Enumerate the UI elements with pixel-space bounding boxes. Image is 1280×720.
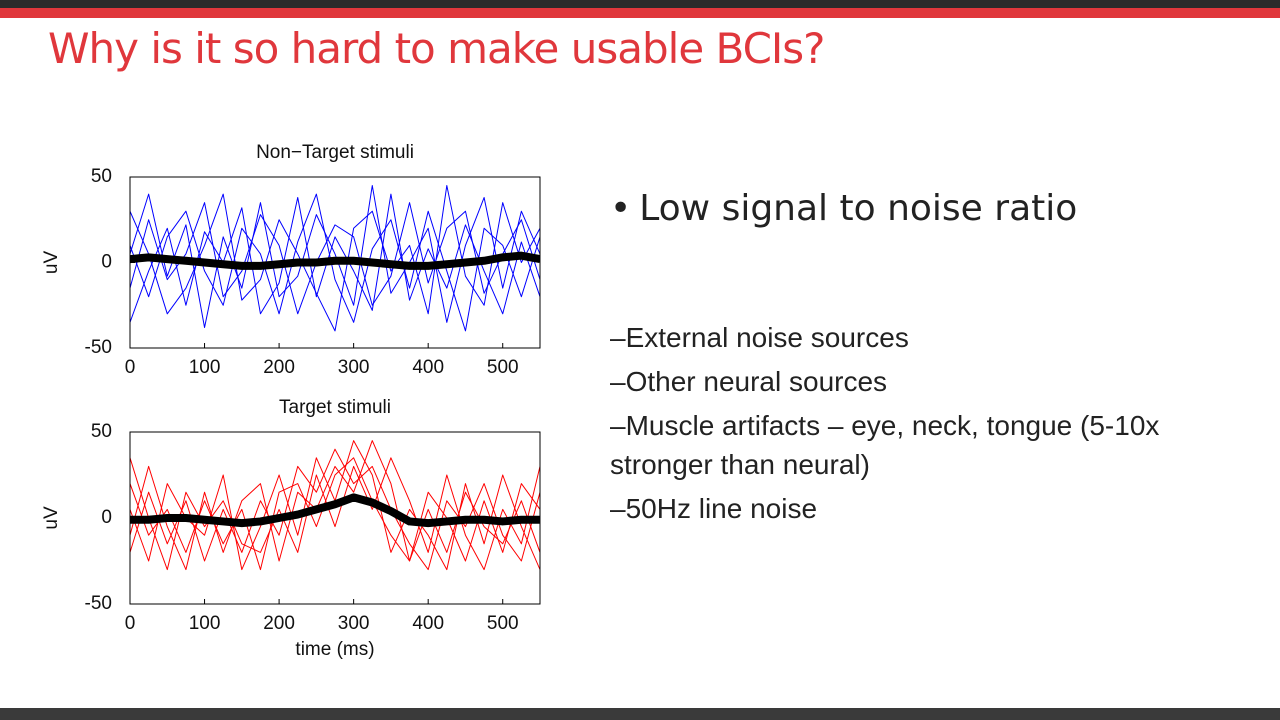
sub-item: –Other neural sources bbox=[610, 366, 888, 397]
series-line bbox=[130, 448, 540, 571]
y-tick-label: -50 bbox=[85, 337, 112, 358]
bullet: Low signal to noise ratio bbox=[610, 188, 1077, 229]
y-tick-label: 50 bbox=[91, 166, 112, 187]
top-bar bbox=[0, 0, 1280, 8]
x-tick-label: 0 bbox=[125, 613, 136, 634]
x-tick-label: 200 bbox=[263, 613, 295, 634]
series-line bbox=[130, 251, 540, 270]
slide-title: Why is it so hard to make usable BCIs? bbox=[48, 24, 825, 73]
x-tick-label: 200 bbox=[263, 357, 295, 378]
sub-item: –Muscle artifacts – eye, neck, tongue (5… bbox=[610, 410, 1160, 480]
x-tick-label: 500 bbox=[487, 357, 519, 378]
x-tick-label: 400 bbox=[412, 613, 444, 634]
x-tick-label: 500 bbox=[487, 613, 519, 634]
y-tick-label: -50 bbox=[85, 593, 112, 614]
accent-bar bbox=[0, 8, 1280, 18]
series-line bbox=[130, 493, 540, 528]
y-axis-label: uV bbox=[41, 251, 62, 275]
bottom-bar bbox=[0, 708, 1280, 720]
sub-items: –External noise sources –Other neural so… bbox=[610, 318, 1260, 533]
chart-title: Target stimuli bbox=[279, 397, 391, 418]
y-axis-label: uV bbox=[41, 506, 62, 530]
x-tick-label: 100 bbox=[189, 357, 221, 378]
series-line bbox=[130, 193, 540, 332]
x-tick-label: 300 bbox=[338, 357, 370, 378]
chart-title: Non−Target stimuli bbox=[256, 142, 414, 163]
series-line bbox=[130, 185, 540, 328]
series-line bbox=[130, 202, 540, 315]
series-line bbox=[130, 457, 540, 571]
x-axis-label: time (ms) bbox=[295, 639, 374, 660]
y-tick-label: 0 bbox=[101, 252, 112, 273]
y-tick-label: 0 bbox=[101, 507, 112, 528]
x-tick-label: 400 bbox=[412, 357, 444, 378]
x-tick-label: 300 bbox=[338, 613, 370, 634]
sub-item: –50Hz line noise bbox=[610, 493, 818, 524]
x-tick-label: 100 bbox=[189, 613, 221, 634]
x-tick-label: 0 bbox=[125, 357, 136, 378]
y-tick-label: 50 bbox=[91, 421, 112, 442]
sub-item: –External noise sources bbox=[610, 322, 909, 353]
series-line bbox=[130, 193, 540, 323]
